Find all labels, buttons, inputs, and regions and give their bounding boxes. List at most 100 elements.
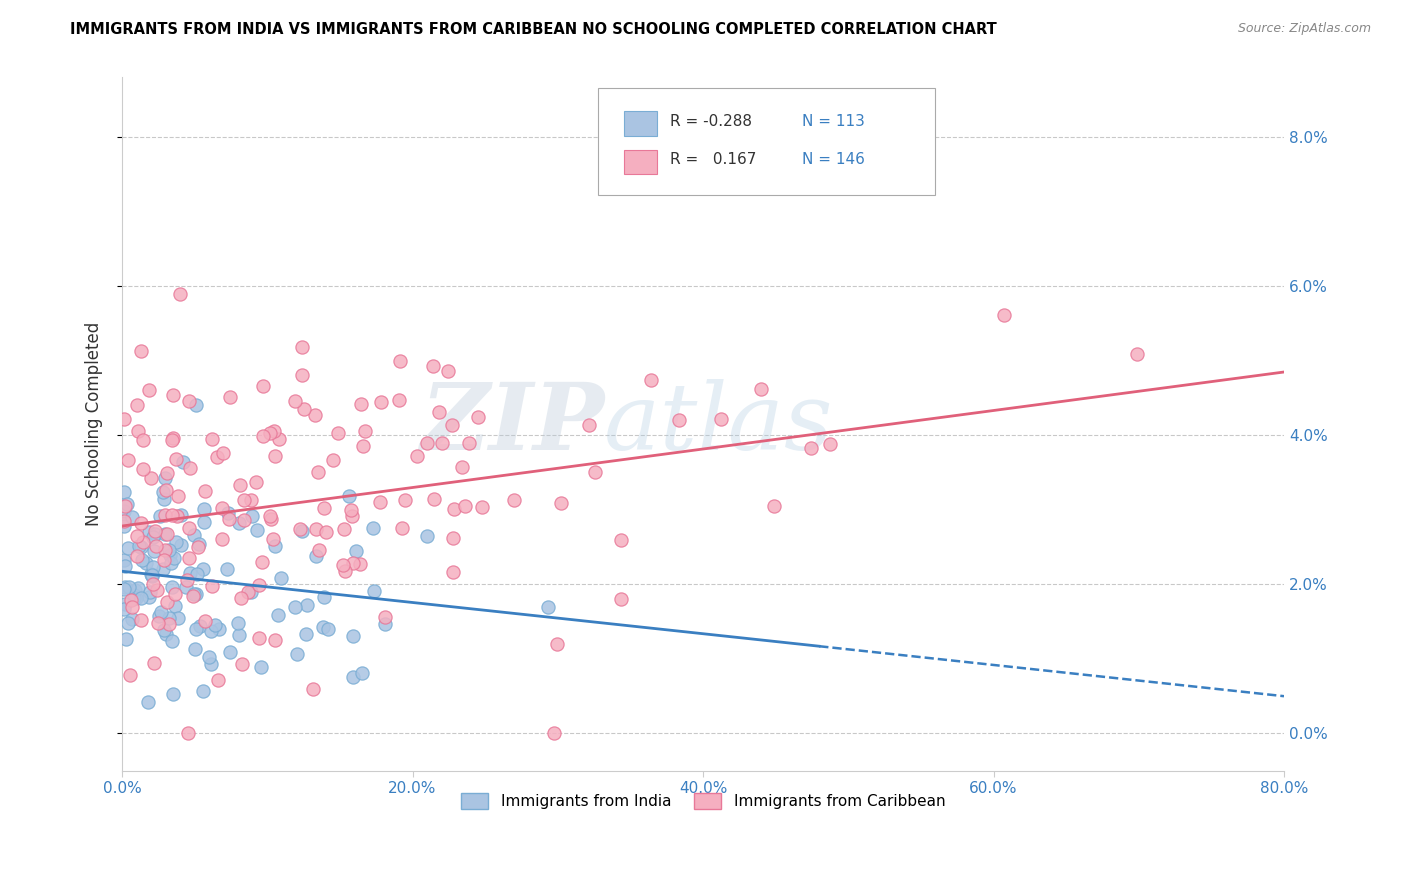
Point: [312, 590, 335, 604]
Point: [354, 424, 377, 438]
Point: [349, 558, 371, 572]
Point: [129, 540, 152, 554]
Point: [153, 508, 176, 522]
Point: [266, 608, 288, 623]
Point: [167, 489, 190, 503]
Point: [183, 587, 205, 601]
Point: [217, 507, 239, 521]
Point: [152, 492, 174, 507]
Point: [138, 585, 160, 599]
Point: [160, 433, 183, 447]
Point: [188, 618, 211, 632]
Point: [260, 511, 283, 525]
Point: [160, 508, 183, 522]
Point: [374, 617, 396, 632]
Point: [370, 395, 392, 409]
Point: [142, 544, 165, 558]
Point: [155, 626, 177, 640]
Point: [118, 580, 141, 594]
Point: [121, 600, 143, 615]
Point: [238, 585, 260, 599]
Point: [114, 559, 136, 574]
Point: [193, 501, 215, 516]
Point: [315, 525, 337, 540]
Text: IMMIGRANTS FROM INDIA VS IMMIGRANTS FROM CARIBBEAN NO SCHOOLING COMPLETED CORREL: IMMIGRANTS FROM INDIA VS IMMIGRANTS FROM…: [70, 22, 997, 37]
Point: [200, 657, 222, 672]
Point: [311, 620, 333, 634]
Point: [117, 615, 139, 630]
Point: [176, 726, 198, 740]
Point: [112, 518, 135, 533]
Point: [259, 508, 281, 523]
Text: N = 113: N = 113: [801, 113, 865, 128]
Point: [229, 477, 252, 491]
Point: [159, 548, 181, 562]
Text: N = 146: N = 146: [801, 152, 865, 167]
Point: [145, 583, 167, 598]
Point: [247, 578, 270, 592]
Point: [131, 552, 153, 566]
Point: [135, 556, 157, 570]
Point: [131, 535, 153, 549]
Point: [112, 602, 135, 616]
Point: [186, 398, 208, 412]
Point: [162, 388, 184, 402]
Point: [125, 591, 148, 605]
Point: [179, 566, 201, 580]
Point: [157, 617, 180, 632]
Point: [308, 543, 330, 558]
Y-axis label: No Schooling Completed: No Schooling Completed: [86, 322, 103, 526]
Point: [139, 567, 162, 582]
Text: R = -0.288: R = -0.288: [671, 113, 752, 128]
Point: [458, 435, 481, 450]
Point: [160, 580, 183, 594]
Point: [394, 492, 416, 507]
Point: [138, 384, 160, 398]
Point: [443, 502, 465, 516]
Point: [239, 493, 262, 508]
Point: [427, 405, 450, 419]
Point: [198, 650, 221, 665]
Point: [247, 631, 270, 645]
Point: [181, 590, 204, 604]
Point: [117, 452, 139, 467]
Point: [115, 632, 138, 647]
Point: [610, 591, 633, 606]
Point: [226, 615, 249, 630]
Point: [166, 508, 188, 523]
Point: [112, 411, 135, 425]
Point: [142, 576, 165, 591]
Point: [363, 521, 385, 535]
Point: [292, 401, 315, 416]
Point: [155, 483, 177, 497]
Point: [155, 543, 177, 558]
Point: [422, 359, 444, 373]
Point: [156, 595, 179, 609]
Point: [132, 433, 155, 447]
Point: [115, 497, 138, 511]
Point: [295, 627, 318, 641]
Point: [471, 500, 494, 514]
Point: [583, 465, 606, 479]
Point: [228, 516, 250, 530]
FancyBboxPatch shape: [624, 150, 657, 175]
Point: [454, 499, 477, 513]
Point: [228, 628, 250, 642]
Point: [340, 503, 363, 517]
Point: [344, 544, 367, 558]
Point: [993, 308, 1015, 322]
Point: [352, 439, 374, 453]
Point: [337, 489, 360, 503]
Point: [120, 593, 142, 607]
Point: [165, 452, 187, 467]
Point: [156, 527, 179, 541]
Point: [184, 622, 207, 636]
Point: [114, 500, 136, 514]
Point: [165, 535, 187, 549]
Point: [285, 647, 308, 661]
Point: [451, 459, 474, 474]
Point: [388, 353, 411, 368]
Point: [290, 522, 312, 536]
Point: [391, 520, 413, 534]
Point: [129, 344, 152, 359]
